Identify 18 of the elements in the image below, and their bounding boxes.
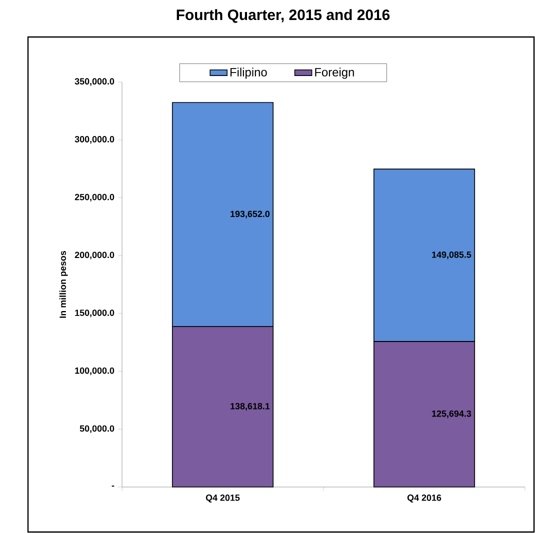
data-label: 125,694.3 bbox=[432, 410, 472, 418]
x-tick-label: Q4 2015 bbox=[206, 494, 240, 503]
y-axis-title: In million pesos bbox=[59, 250, 68, 318]
data-label: 149,085.5 bbox=[432, 251, 472, 260]
x-tick-label: Q4 2016 bbox=[407, 494, 442, 503]
y-tick-label: 250,000.0 bbox=[74, 194, 114, 202]
y-tick-label: 300,000.0 bbox=[74, 136, 114, 144]
legend-label: Foreign bbox=[315, 68, 354, 79]
y-tick-label: 100,000.0 bbox=[75, 367, 114, 376]
y-tick-label: 350,000.0 bbox=[74, 78, 114, 86]
data-label: 138,618.1 bbox=[230, 402, 270, 411]
data-label: 193,652.0 bbox=[230, 210, 270, 218]
y-tick-label: 150,000.0 bbox=[75, 310, 114, 318]
y-tick-label: 50,000.0 bbox=[80, 425, 114, 433]
legend-label: Filipino bbox=[230, 68, 267, 79]
y-tick-label: 200,000.0 bbox=[74, 252, 114, 260]
y-tick-label: - bbox=[112, 486, 114, 487]
chart-title: Fourth Quarter, 2015 and 2016 bbox=[176, 9, 390, 23]
